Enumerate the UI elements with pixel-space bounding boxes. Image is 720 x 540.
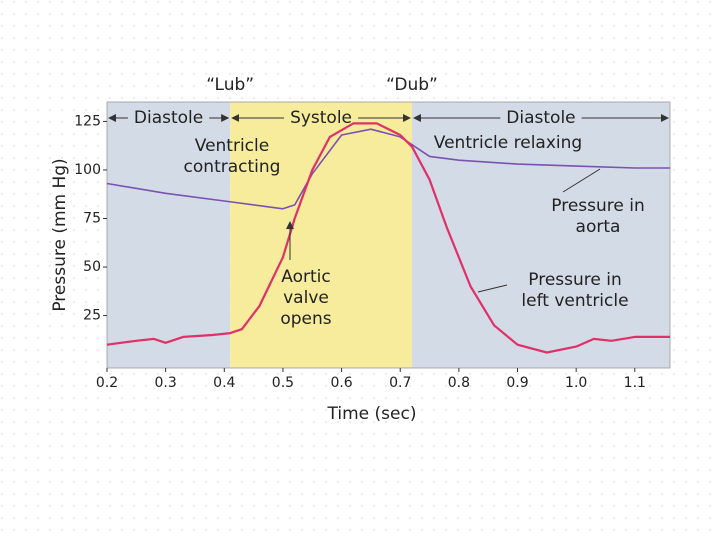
annotation: Pressure in <box>551 196 645 216</box>
phase-label: Systole <box>290 108 352 128</box>
y-tick-label: 75 <box>83 210 101 226</box>
x-tick-label: 0.6 <box>330 375 352 391</box>
x-tick-label: 0.3 <box>155 375 177 391</box>
x-tick-label: 0.9 <box>506 375 528 391</box>
annotation: Ventricle relaxing <box>434 133 582 153</box>
series-line <box>106 128 670 210</box>
annotation: valve <box>283 288 329 308</box>
x-axis-label: Time (sec) <box>327 404 417 424</box>
annotation: Ventricle <box>195 136 269 156</box>
annotation: Aortic <box>281 267 330 287</box>
phase-region <box>107 102 231 368</box>
heart-sound: “Dub” <box>386 75 438 95</box>
x-tick-label: 1.1 <box>624 375 646 391</box>
plot-frame <box>106 101 671 369</box>
y-axis-label: Pressure (mm Hg) <box>50 158 70 311</box>
y-tick-label: 25 <box>83 308 101 324</box>
annotation: left ventricle <box>521 291 628 311</box>
y-tick-label: 50 <box>83 259 101 275</box>
heart-sound: “Lub” <box>206 75 254 95</box>
x-tick-label: 0.2 <box>96 375 118 391</box>
x-tick-label: 0.4 <box>213 375 235 391</box>
annotation: opens <box>280 309 331 329</box>
phase-region <box>411 102 670 368</box>
x-tick-label: 1.0 <box>565 375 587 391</box>
pointer <box>477 284 508 293</box>
phase-region <box>230 102 412 368</box>
x-tick-label: 0.8 <box>448 375 470 391</box>
y-tick-label: 100 <box>74 162 101 178</box>
annotation: contracting <box>184 157 281 177</box>
x-tick-label: 0.7 <box>389 375 411 391</box>
annotation: Pressure in <box>528 270 622 290</box>
series-line <box>106 122 670 354</box>
plot-area: Diastole Systole Diastole <box>106 101 671 369</box>
phase-label: Diastole <box>506 108 575 128</box>
annotation: aorta <box>576 217 621 237</box>
x-tick-label: 0.5 <box>272 375 294 391</box>
y-tick-label: 125 <box>74 113 101 129</box>
pointer <box>562 168 601 193</box>
phase-label: Diastole <box>134 108 203 128</box>
